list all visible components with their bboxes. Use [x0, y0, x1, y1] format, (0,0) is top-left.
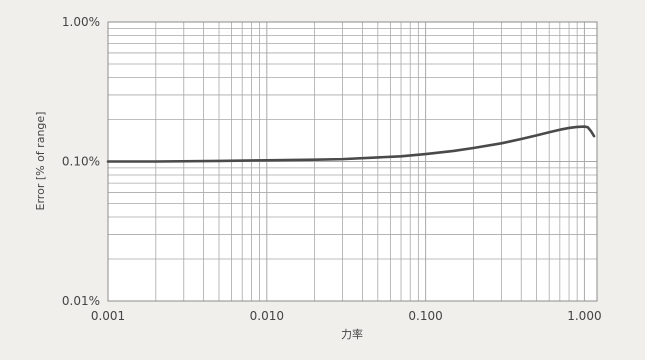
y-tick-label: 0.01%	[62, 294, 100, 308]
x-tick-label: 0.010	[250, 309, 284, 323]
x-tick-label: 0.001	[91, 309, 125, 323]
x-axis-title: 力率	[341, 327, 363, 341]
x-tick-label: 0.100	[408, 309, 442, 323]
series-layer	[106, 125, 596, 163]
x-tick-label: 1.000	[567, 309, 601, 323]
y-tick-labels: 0.01% 0.10% 1.00%	[62, 15, 100, 308]
x-tick-labels: 0.001 0.010 0.100 1.000	[91, 309, 602, 323]
y-axis-title: Error [% of range]	[34, 112, 47, 211]
y-tick-label: 0.10%	[62, 155, 100, 169]
y-tick-label: 1.00%	[62, 15, 100, 29]
series-line	[106, 125, 596, 163]
